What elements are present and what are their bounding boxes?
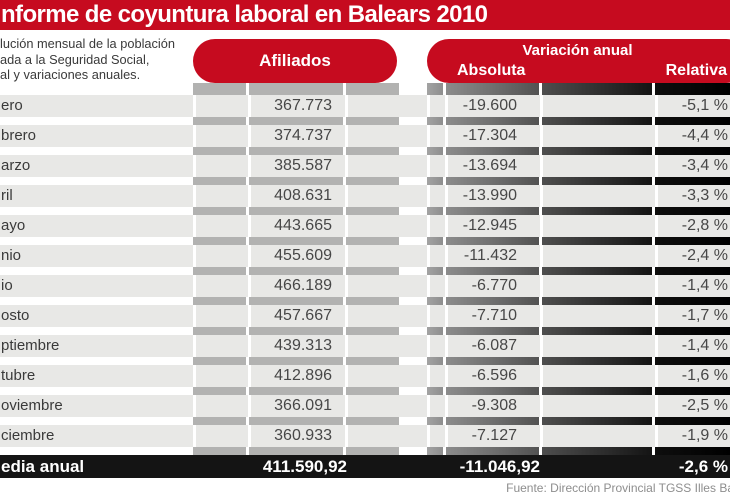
row-separator bbox=[0, 117, 730, 125]
relativa-value: -1,4 % bbox=[681, 277, 728, 294]
row-separator bbox=[0, 357, 730, 365]
afiliados-value: 366.091 bbox=[274, 397, 332, 414]
row-separator bbox=[0, 177, 730, 185]
afiliados-value: 374.737 bbox=[274, 127, 332, 144]
absoluta-value: -17.304 bbox=[462, 127, 517, 144]
absoluta-value: -19.600 bbox=[462, 97, 517, 114]
table-row: nio 455.609 -11.432 -2,4 % bbox=[0, 245, 730, 275]
row-separator bbox=[0, 297, 730, 305]
relativa-value: -5,1 % bbox=[681, 97, 728, 114]
month-label: ayo bbox=[1, 217, 26, 234]
relativa-header-label: Relativa bbox=[665, 62, 727, 79]
table-row: brero 374.737 -17.304 -4,4 % bbox=[0, 125, 730, 155]
page-title: nforme de coyuntura laboral en Balears 2… bbox=[1, 1, 488, 28]
source-text: Fuente: Dirección Provincial TGSS Illes … bbox=[506, 481, 730, 495]
absoluta-value: -7.710 bbox=[471, 307, 517, 324]
month-label: ptiembre bbox=[1, 337, 60, 354]
summary-relativa-value: -2,6 % bbox=[678, 457, 728, 476]
summary-afiliados-value: 411.590,92 bbox=[262, 457, 347, 476]
table-row: tubre 412.896 -6.596 -1,6 % bbox=[0, 365, 730, 395]
afiliados-value: 455.609 bbox=[274, 247, 332, 264]
summary-row: edia anual 411.590,92 -11.046,92 -2,6 % bbox=[0, 455, 730, 478]
month-label: ero bbox=[1, 97, 23, 114]
relativa-value: -1,7 % bbox=[681, 307, 728, 324]
description: lución mensual de la población ada a la … bbox=[0, 36, 175, 83]
relativa-value: -1,6 % bbox=[681, 367, 728, 384]
relativa-value: -2,5 % bbox=[681, 397, 728, 414]
absoluta-value: -6.596 bbox=[471, 367, 517, 384]
header-underline-strip bbox=[0, 83, 730, 95]
absoluta-value: -6.087 bbox=[471, 337, 517, 354]
relativa-value: -3,3 % bbox=[681, 187, 728, 204]
absoluta-value: -12.945 bbox=[462, 217, 517, 234]
afiliados-value: 457.667 bbox=[274, 307, 332, 324]
source-note: Fuente: Dirección Provincial TGSS Illes … bbox=[506, 481, 730, 495]
afiliados-value: 360.933 bbox=[274, 427, 332, 444]
relativa-value: -2,4 % bbox=[681, 247, 728, 264]
afiliados-value: 466.189 bbox=[274, 277, 332, 294]
table-row: ayo 443.665 -12.945 -2,8 % bbox=[0, 215, 730, 245]
table-row: oviembre 366.091 -9.308 -2,5 % bbox=[0, 395, 730, 425]
month-label: osto bbox=[1, 307, 30, 324]
relativa-value: -1,4 % bbox=[681, 337, 728, 354]
month-label: nio bbox=[1, 247, 22, 264]
afiliados-value: 367.773 bbox=[274, 97, 332, 114]
afiliados-value: 385.587 bbox=[274, 157, 332, 174]
column-header-variacion-anual: Variación anual Absoluta Relativa bbox=[427, 39, 730, 83]
afiliados-value: 412.896 bbox=[274, 367, 332, 384]
variacion-anual-header-label: Variación anual bbox=[522, 42, 633, 59]
absoluta-header-label: Absoluta bbox=[457, 62, 526, 79]
row-separator bbox=[0, 237, 730, 245]
row-separator bbox=[0, 207, 730, 215]
afiliados-header-label: Afiliados bbox=[259, 51, 331, 70]
table-row: osto 457.667 -7.710 -1,7 % bbox=[0, 305, 730, 335]
month-label: brero bbox=[1, 127, 37, 144]
relativa-value: -1,9 % bbox=[681, 427, 728, 444]
table-row: ril 408.631 -13.990 -3,3 % bbox=[0, 185, 730, 215]
relativa-value: -3,4 % bbox=[681, 157, 728, 174]
month-label: tubre bbox=[1, 367, 36, 384]
absoluta-value: -11.432 bbox=[463, 247, 517, 264]
table-row: arzo 385.587 -13.694 -3,4 % bbox=[0, 155, 730, 185]
column-header-afiliados: Afiliados bbox=[193, 39, 397, 83]
month-label: io bbox=[1, 277, 13, 294]
absoluta-value: -7.127 bbox=[471, 427, 517, 444]
table-row: ero 367.773 -19.600 -5,1 % bbox=[0, 95, 730, 125]
month-label: oviembre bbox=[1, 397, 63, 414]
month-label: ciembre bbox=[1, 427, 55, 444]
absoluta-value: -13.694 bbox=[462, 157, 517, 174]
row-separator bbox=[0, 267, 730, 275]
month-label: ril bbox=[1, 187, 13, 204]
summary-absoluta-value: -11.046,92 bbox=[459, 457, 540, 476]
title-bar: nforme de coyuntura laboral en Balears 2… bbox=[0, 0, 730, 30]
row-separator bbox=[0, 147, 730, 155]
description-line: ada a la Seguridad Social, bbox=[0, 51, 150, 67]
row-separator bbox=[0, 447, 730, 455]
table-row: ciembre 360.933 -7.127 -1,9 % bbox=[0, 425, 730, 455]
month-label: arzo bbox=[1, 157, 31, 174]
absoluta-value: -6.770 bbox=[471, 277, 517, 294]
afiliados-value: 443.665 bbox=[274, 217, 332, 234]
afiliados-value: 439.313 bbox=[274, 337, 332, 354]
row-separator bbox=[0, 417, 730, 425]
row-separator bbox=[0, 387, 730, 395]
table-row: io 466.189 -6.770 -1,4 % bbox=[0, 275, 730, 305]
summary-label: edia anual bbox=[1, 457, 85, 476]
relativa-value: -2,8 % bbox=[681, 217, 728, 234]
data-table: ero 367.773 -19.600 -5,1 % brero 374.737… bbox=[0, 95, 730, 455]
description-line: lución mensual de la población bbox=[0, 36, 176, 51]
afiliados-value: 408.631 bbox=[274, 187, 332, 204]
table-row: ptiembre 439.313 -6.087 -1,4 % bbox=[0, 335, 730, 365]
absoluta-value: -9.308 bbox=[471, 397, 517, 414]
absoluta-value: -13.990 bbox=[462, 187, 517, 204]
relativa-value: -4,4 % bbox=[681, 127, 728, 144]
description-line: al y variaciones anuales. bbox=[0, 67, 141, 82]
row-separator bbox=[0, 327, 730, 335]
